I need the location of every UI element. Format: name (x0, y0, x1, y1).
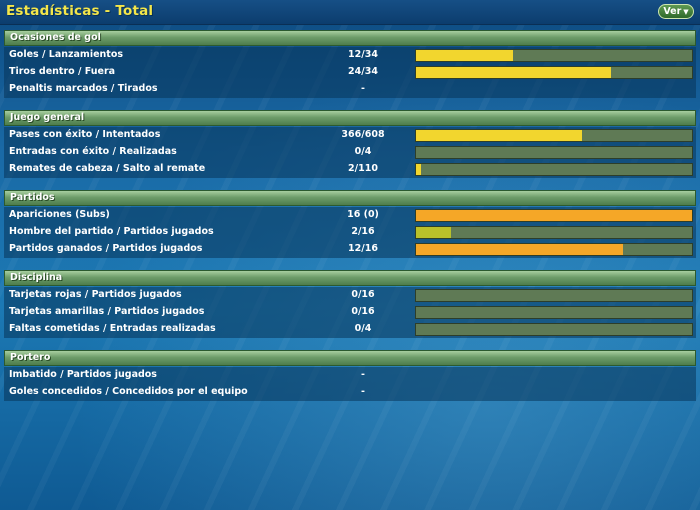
section-header: Disciplina (4, 270, 696, 286)
ver-button-label: Ver (663, 6, 682, 17)
section-header: Ocasiones de gol (4, 30, 696, 46)
stat-value: 24/34 (348, 66, 378, 77)
stat-value: - (361, 369, 365, 380)
section-title: Partidos (10, 192, 55, 203)
stat-value: 0/4 (354, 323, 372, 334)
section-title: Portero (10, 352, 51, 363)
stat-row: Hombre del partido / Partidos jugados 2/1… (4, 224, 696, 241)
section-title: Disciplina (10, 272, 63, 283)
stat-value: 0/16 (351, 306, 375, 317)
stat-label: Faltas cometidas / Entradas realizadas (9, 323, 216, 334)
stat-row: Goles concedidos / Concedidos por el equ… (4, 384, 696, 401)
stat-label: Partidos ganados / Partidos jugados (9, 243, 203, 254)
stat-progress-fill (416, 130, 583, 141)
stat-progress-fill (416, 50, 514, 61)
stat-label: Imbatido / Partidos jugados (9, 369, 157, 380)
stat-row: Penaltis marcados / Tirados - (4, 81, 696, 98)
stat-value: 12/16 (348, 243, 378, 254)
title-bar: Estadísticas - Total Ver ▼ (0, 0, 700, 25)
stat-value: 366/608 (341, 129, 385, 140)
stat-row: Tarjetas amarillas / Partidos jugados 0/1… (4, 304, 696, 321)
stat-progress-bar (415, 323, 693, 336)
stat-label: Pases con éxito / Intentados (9, 129, 161, 140)
ver-dropdown-button[interactable]: Ver ▼ (658, 4, 694, 19)
section-header: Portero (4, 350, 696, 366)
stat-progress-bar (415, 66, 693, 79)
stat-row: Entradas con éxito / Realizadas 0/4 (4, 144, 696, 161)
section-header: Juego general (4, 110, 696, 126)
stat-label: Tarjetas amarillas / Partidos jugados (9, 306, 205, 317)
stat-progress-bar (415, 163, 693, 176)
chevron-down-icon: ▼ (683, 7, 689, 16)
stat-progress-bar (415, 243, 693, 256)
stat-row: Faltas cometidas / Entradas realizadas 0/… (4, 321, 696, 338)
stat-progress-fill (416, 210, 692, 221)
stat-progress-fill (416, 227, 451, 238)
stat-value: - (361, 386, 365, 397)
stat-label: Apariciones (Subs) (9, 209, 110, 220)
stat-progress-fill (416, 164, 421, 175)
stat-progress-bar (415, 49, 693, 62)
stat-value: - (361, 83, 365, 94)
stat-progress-bar (415, 129, 693, 142)
stat-progress-fill (416, 244, 623, 255)
section-title: Juego general (10, 112, 85, 123)
stat-value: 2/110 (348, 163, 378, 174)
stat-progress-bar (415, 226, 693, 239)
stat-label: Goles concedidos / Concedidos por el equ… (9, 386, 248, 397)
stat-label: Goles / Lanzamientos (9, 49, 124, 60)
stat-row: Apariciones (Subs) 16 (0) (4, 207, 696, 224)
stat-progress-bar (415, 289, 693, 302)
stat-label: Penaltis marcados / Tirados (9, 83, 158, 94)
stat-progress-fill (416, 67, 611, 78)
stat-label: Tarjetas rojas / Partidos jugados (9, 289, 182, 300)
stat-row: Imbatido / Partidos jugados - (4, 367, 696, 384)
section-header: Partidos (4, 190, 696, 206)
stat-row: Tiros dentro / Fuera 24/34 (4, 64, 696, 81)
stat-label: Remates de cabeza / Salto al remate (9, 163, 206, 174)
page-title: Estadísticas - Total (6, 3, 154, 19)
stat-value: 0/16 (351, 289, 375, 300)
stat-value: 12/34 (348, 49, 378, 60)
stat-label: Tiros dentro / Fuera (9, 66, 116, 77)
stat-progress-bar (415, 306, 693, 319)
stat-progress-bar (415, 209, 693, 222)
stat-row: Remates de cabeza / Salto al remate 2/110 (4, 161, 696, 178)
stat-progress-bar (415, 146, 693, 159)
stat-value: 0/4 (354, 146, 372, 157)
stat-value: 16 (0) (347, 209, 379, 220)
stat-label: Hombre del partido / Partidos jugados (9, 226, 214, 237)
stat-value: 2/16 (351, 226, 375, 237)
stat-row: Pases con éxito / Intentados 366/608 (4, 127, 696, 144)
stat-label: Entradas con éxito / Realizadas (9, 146, 177, 157)
stat-row: Tarjetas rojas / Partidos jugados 0/16 (4, 287, 696, 304)
stat-row: Partidos ganados / Partidos jugados 12/16 (4, 241, 696, 258)
section-title: Ocasiones de gol (10, 32, 101, 43)
stat-row: Goles / Lanzamientos 12/34 (4, 47, 696, 64)
